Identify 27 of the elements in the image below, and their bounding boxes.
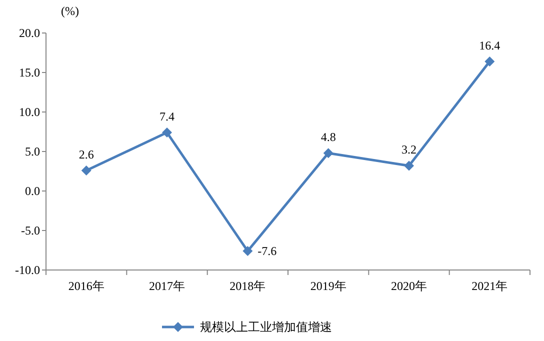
data-label: 3.2: [402, 142, 416, 157]
data-label: 16.4: [479, 38, 500, 52]
x-tick-label: 2020年: [391, 279, 427, 293]
point: [484, 56, 495, 66]
x-tick-label: 2017年: [149, 279, 185, 293]
y-tick-label: 15.0: [19, 66, 40, 80]
y-tick-label: 20.0: [19, 26, 40, 40]
x-tick-label: 2019年: [310, 279, 346, 293]
data-label: 2.6: [78, 147, 94, 162]
y-tick-label: -5.0: [21, 224, 40, 238]
x-tick-label: 2021年: [472, 279, 508, 293]
data-label: -7.6: [258, 244, 277, 258]
x-tick-label: 2018年: [230, 279, 266, 293]
point: [242, 246, 253, 256]
point: [404, 160, 414, 171]
y-tick-label: 10.0: [19, 105, 40, 119]
y-axis-title: (%): [61, 4, 79, 18]
data-label: 4.8: [320, 130, 336, 144]
legend-label: 规模以上工业增加值增速: [200, 320, 332, 334]
x-tick-label: 2016年: [68, 279, 104, 293]
y-tick-label: 5.0: [25, 144, 40, 158]
point: [81, 165, 92, 176]
point: [162, 128, 172, 138]
point: [323, 148, 334, 158]
y-tick-label: -10.0: [15, 263, 40, 277]
y-tick-label: 0.0: [25, 184, 40, 198]
data-label: 7.4: [160, 110, 174, 124]
